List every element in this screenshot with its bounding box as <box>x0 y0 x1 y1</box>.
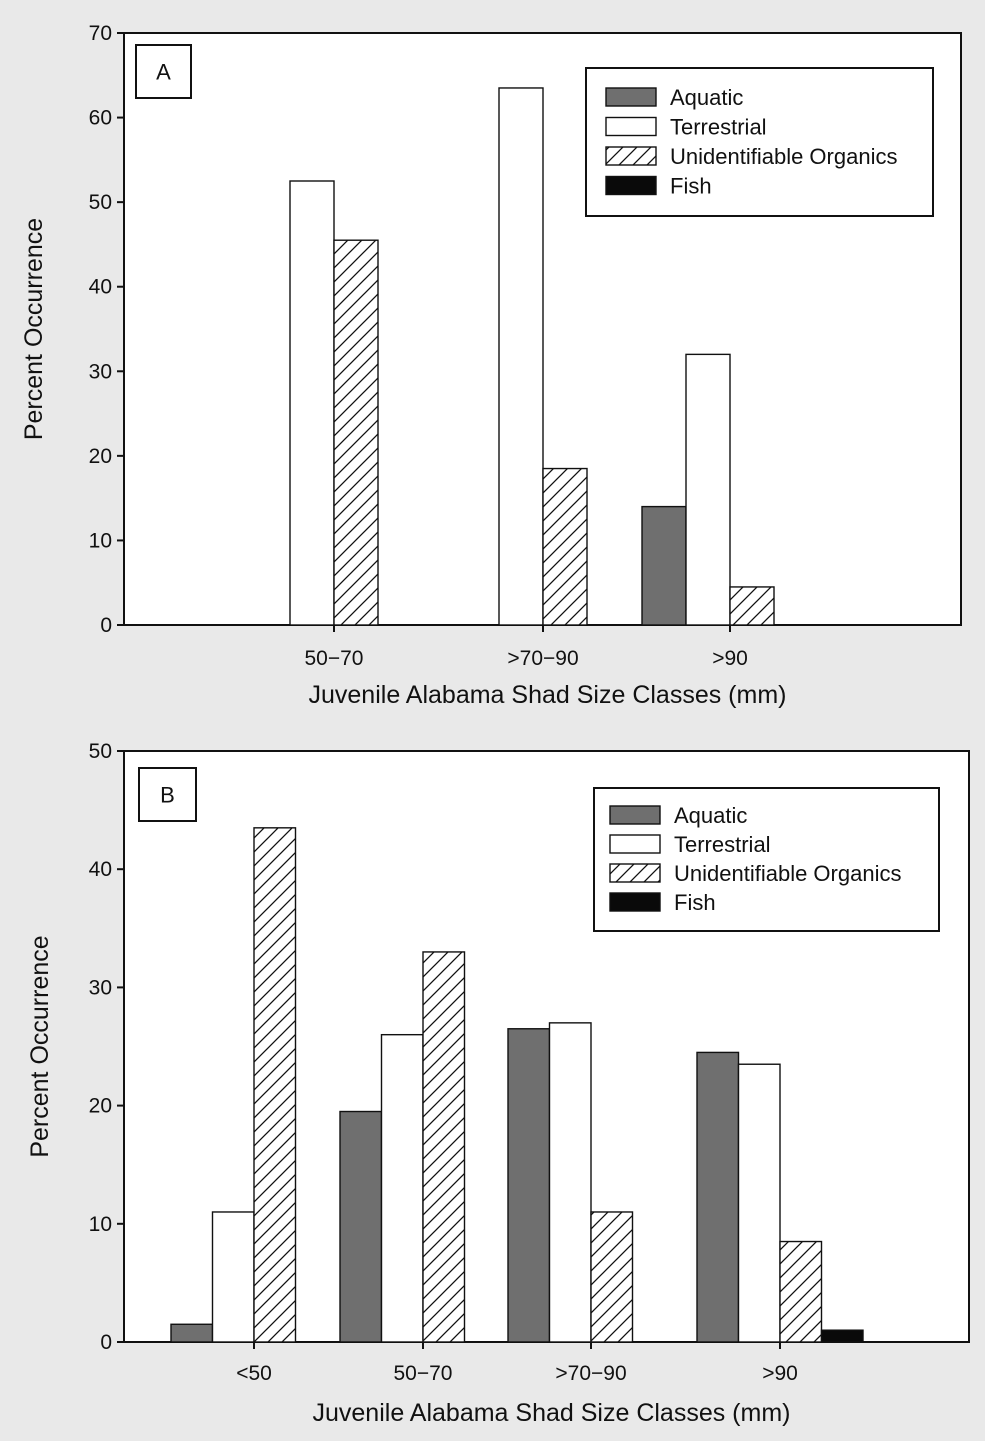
x-tick-label: >90 <box>712 647 748 670</box>
panel-b-chart: 0 10 20 30 40 50 <50 50−70 >70−90 >90 Juvenile Ala… <box>26 740 970 1427</box>
panel-label: A <box>156 60 171 85</box>
legend-label-fish: Fish <box>674 890 716 915</box>
x-tick-label: >70−90 <box>507 647 578 670</box>
y-axis-title: Percent Occurrence <box>26 935 54 1157</box>
bar-unidentifiable-organics-70-90 <box>590 1211 634 1343</box>
bar-unidentifiable-organics-50-70 <box>333 239 379 626</box>
y-tick-label: 30 <box>89 976 112 999</box>
bar-unidentifiable-organics-90 <box>729 586 775 626</box>
bar-aquatic-50 <box>170 1323 214 1343</box>
y-tick-label: 40 <box>89 858 112 881</box>
bar-aquatic-90 <box>696 1051 740 1343</box>
x-tick-label: 50−70 <box>394 1362 453 1385</box>
panel-label: B <box>160 783 175 808</box>
y-tick-label: 20 <box>89 445 112 468</box>
legend-label-unidentifiable-organics: Unidentifiable Organics <box>670 144 897 169</box>
legend-swatch-terrestrial <box>605 116 657 137</box>
bar-terrestrial-70-90 <box>498 87 544 626</box>
x-axis-title: Juvenile Alabama Shad Size Classes (mm) <box>313 1399 791 1427</box>
bar-unidentifiable-organics-50 <box>253 827 297 1343</box>
bar-terrestrial-50-70 <box>380 1033 424 1343</box>
x-axis-title: Juvenile Alabama Shad Size Classes (mm) <box>309 681 787 709</box>
y-tick-label: 0 <box>100 614 112 637</box>
x-tick-label: <50 <box>236 1362 272 1385</box>
y-tick-label: 70 <box>89 22 112 45</box>
bar-fish-90 <box>820 1329 864 1343</box>
y-tick-label: 50 <box>89 191 112 214</box>
panel-label-box <box>135 44 192 99</box>
legend-label-aquatic: Aquatic <box>670 85 743 110</box>
x-tick-label: >90 <box>762 1362 798 1385</box>
legend-swatch-fish <box>609 892 661 912</box>
bar-terrestrial-70-90 <box>548 1022 592 1343</box>
y-tick-label: 10 <box>89 1213 112 1236</box>
bar-aquatic-90 <box>641 505 687 626</box>
y-axis-title: Percent Occurrence <box>20 218 48 440</box>
legend-swatch-fish <box>605 175 657 196</box>
y-tick-label: 10 <box>89 529 112 552</box>
y-tick-label: 50 <box>89 740 112 763</box>
legend-swatch-unidentifiable-organics <box>605 146 657 166</box>
bar-terrestrial-50 <box>211 1211 255 1343</box>
bar-terrestrial-50-70 <box>289 180 335 626</box>
legend-swatch-aquatic <box>609 805 661 825</box>
bar-unidentifiable-organics-70-90 <box>542 467 588 626</box>
legend-label-terrestrial: Terrestrial <box>670 115 767 140</box>
y-tick-label: 40 <box>89 276 112 299</box>
x-tick-label: >70−90 <box>555 1362 626 1385</box>
legend-swatch-aquatic <box>605 87 657 107</box>
bar-aquatic-50-70 <box>339 1110 383 1343</box>
legend-label-aquatic: Aquatic <box>674 803 747 828</box>
bar-unidentifiable-organics-50-70 <box>422 951 466 1343</box>
legend-swatch-unidentifiable-organics <box>609 863 661 883</box>
bar-aquatic-70-90 <box>507 1028 551 1343</box>
panel-a-chart: 0 10 20 30 40 50 60 70 50−70 >70−90 >90 Juvenile Al… <box>20 22 962 709</box>
y-tick-label: 0 <box>100 1331 112 1354</box>
legend-swatch-terrestrial <box>609 834 661 854</box>
y-tick-label: 30 <box>89 360 112 383</box>
panel-label-box <box>138 767 197 822</box>
y-tick-label: 60 <box>89 107 112 130</box>
legend-label-unidentifiable-organics: Unidentifiable Organics <box>674 861 901 886</box>
y-tick-label: 20 <box>89 1095 112 1118</box>
x-tick-label: 50−70 <box>305 647 364 670</box>
bar-terrestrial-90 <box>685 353 731 626</box>
legend-label-terrestrial: Terrestrial <box>674 832 771 857</box>
legend-label-fish: Fish <box>670 174 712 199</box>
bar-unidentifiable-organics-90 <box>779 1240 823 1343</box>
bar-terrestrial-90 <box>737 1063 781 1343</box>
